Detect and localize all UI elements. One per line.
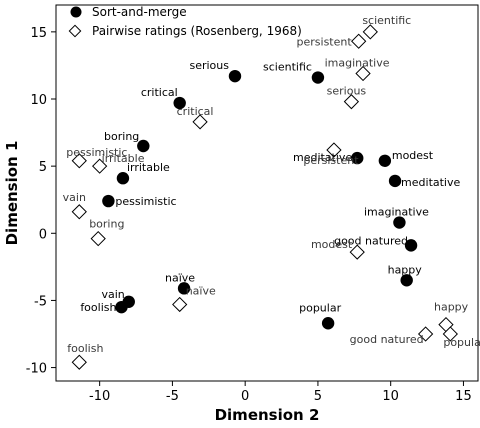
- y-axis-title: Dimension 1: [3, 141, 21, 246]
- sort-and-merge-point: [115, 300, 128, 314]
- sort-and-merge-label: vain: [101, 288, 124, 301]
- sort-and-merge-point: [388, 174, 402, 188]
- pairwise-rating-label: persistent: [303, 154, 359, 167]
- sort-and-merge-point: [400, 274, 413, 287]
- x-tick-label: 5: [314, 389, 322, 404]
- pairwise-rating-label: popular: [443, 336, 480, 349]
- sort-and-merge-label: popular: [299, 301, 341, 314]
- legend-label-series-1: Sort-and-merge: [92, 5, 187, 19]
- pairwise-rating-label: happy: [434, 301, 469, 314]
- sort-and-merge-point: [404, 239, 418, 252]
- sort-and-merge-point: [137, 139, 150, 153]
- pairwise-rating-label: good natured: [350, 333, 424, 346]
- pairwise-rating-label: persistent: [297, 35, 353, 48]
- sort-and-merge-point: [173, 96, 186, 110]
- sort-and-merge-label: meditative: [401, 176, 460, 189]
- sort-and-merge-point: [116, 172, 130, 185]
- y-tick-label: 0: [39, 227, 47, 242]
- sort-and-merge-label: critical: [141, 86, 178, 99]
- pairwise-rating-label: vain: [63, 191, 86, 204]
- pairwise-rating-label: pessimistic: [66, 146, 127, 159]
- sort-and-merge-point: [351, 151, 364, 165]
- legend-marker-open-diamond: [68, 24, 82, 38]
- y-tick-label: -10: [26, 362, 47, 377]
- x-tick-label: -5: [166, 389, 179, 404]
- sort-and-merge-label: irritable: [127, 161, 170, 174]
- sort-and-merge-label: happy: [388, 263, 423, 276]
- legend-marker-filled-circle: [70, 6, 82, 18]
- sort-and-merge-label: scientific: [263, 61, 312, 74]
- pairwise-rating-point: [349, 244, 365, 260]
- sort-and-merge-label: good natured: [334, 234, 408, 247]
- sort-and-merge-point: [393, 216, 406, 229]
- legend: Sort-and-merge Pairwise ratings (Rosenbe…: [68, 5, 302, 38]
- data-marks: [71, 24, 458, 370]
- x-axis-ticks: -10 -5 0 5 10 15: [89, 381, 472, 404]
- sort-and-merge-label: naïve: [165, 271, 195, 284]
- sort-and-merge-point: [102, 194, 115, 208]
- sort-and-merge-label: boring: [104, 130, 139, 143]
- pairwise-rating-point: [92, 158, 108, 174]
- sort-and-merge-point: [177, 282, 191, 295]
- pairwise-rating-point: [172, 296, 188, 313]
- x-axis-title: Dimension 2: [215, 406, 320, 424]
- pairwise-rating-point: [362, 24, 378, 40]
- y-tick-label: 15: [30, 26, 47, 41]
- data-labels: serious scientific critical boring irritable…: [63, 14, 480, 355]
- pairwise-rating-label: irritable: [102, 152, 145, 165]
- pairwise-rating-label: serious: [327, 85, 367, 98]
- y-tick-label: -5: [34, 294, 47, 309]
- pairwise-rating-point: [442, 326, 458, 342]
- sort-and-merge-point: [228, 69, 242, 83]
- pairwise-rating-point: [71, 153, 87, 169]
- sort-and-merge-label: serious: [189, 59, 229, 72]
- sort-and-merge-point: [378, 154, 392, 167]
- pairwise-rating-point: [343, 94, 360, 110]
- pairwise-rating-point: [326, 142, 342, 158]
- sort-and-merge-label: modest: [392, 149, 434, 162]
- pairwise-rating-point: [355, 65, 371, 82]
- pairwise-rating-label: boring: [89, 218, 124, 231]
- pairwise-rating-point: [192, 114, 208, 130]
- pairwise-rating-label: imaginative: [325, 56, 390, 69]
- pairwise-rating-label: foolish: [67, 342, 103, 355]
- pairwise-rating-point: [71, 354, 87, 370]
- sort-and-merge-label: meditative: [293, 151, 352, 164]
- x-tick-label: 10: [382, 389, 399, 404]
- y-tick-label: 5: [39, 160, 47, 175]
- sort-and-merge-label: foolish: [80, 301, 116, 314]
- pairwise-rating-label: scientific: [362, 14, 411, 27]
- sort-and-merge-point: [311, 71, 325, 84]
- pairwise-rating-label: critical: [177, 105, 214, 118]
- plot-area: [55, 4, 479, 382]
- x-tick-label: 15: [455, 389, 472, 404]
- pairwise-rating-label: modest: [311, 238, 353, 251]
- pairwise-rating-point: [90, 231, 106, 247]
- sort-and-merge-label: imaginative: [364, 206, 429, 219]
- pairwise-rating-point: [417, 326, 434, 342]
- pairwise-rating-label: naïve: [186, 284, 216, 297]
- pairwise-rating-point: [351, 33, 367, 49]
- x-tick-label: 0: [241, 389, 249, 404]
- y-tick-label: 10: [30, 93, 47, 108]
- legend-label-series-2: Pairwise ratings (Rosenberg, 1968): [92, 24, 302, 38]
- sort-and-merge-point: [321, 317, 335, 330]
- pairwise-rating-point: [71, 204, 87, 220]
- x-tick-label: -10: [89, 389, 110, 404]
- sort-and-merge-label: pessimistic: [115, 195, 176, 208]
- y-axis-ticks: -10 -5 0 5 10 15: [26, 26, 56, 377]
